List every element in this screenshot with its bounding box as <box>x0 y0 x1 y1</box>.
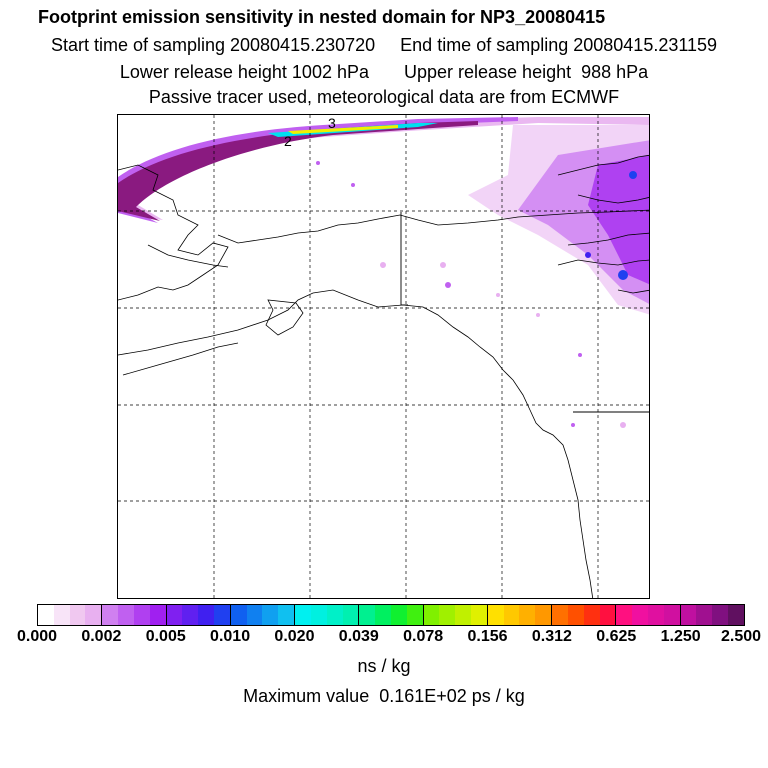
colorbar-color-swatch <box>149 605 166 625</box>
colorbar-color-swatch <box>471 605 487 625</box>
colorbar-segment <box>295 605 360 625</box>
colorbar-color-swatch <box>567 605 584 625</box>
colorbar-segment <box>616 605 681 625</box>
colorbar-color-swatch <box>406 605 423 625</box>
colorbar-color-swatch <box>53 605 70 625</box>
colorbar-color-swatch <box>632 605 649 625</box>
colorbar-tick-label: 0.010 <box>210 628 251 645</box>
map-canvas: 2 3 <box>118 115 649 598</box>
colorbar-color-swatch <box>599 605 616 625</box>
maximum-value: Maximum value 0.161E+02 ps / kg <box>243 686 525 706</box>
borders <box>400 212 649 413</box>
colorbar-color-swatch <box>310 605 327 625</box>
plot-title: Footprint emission sensitivity in nested… <box>38 7 606 27</box>
colorbar-color-swatch <box>648 605 664 625</box>
colorbar-segment <box>38 605 103 625</box>
colorbar-color-swatch <box>696 605 713 625</box>
colorbar-tick-label: 0.020 <box>274 628 315 645</box>
colorbar-segment <box>680 605 744 625</box>
colorbar-color-swatch <box>102 605 119 625</box>
contour-label-3: 3 <box>328 115 336 131</box>
colorbar-color-swatch <box>230 605 247 625</box>
colorbar-tick-label: 0.625 <box>596 628 637 645</box>
colorbar-color-swatch <box>133 605 150 625</box>
footprint-map: 2 3 <box>117 114 650 599</box>
colorbar-ticks: 0.000 0.002 0.005 0.010 0.020 0.039 0.078 0.156… <box>0 628 768 650</box>
colorbar-tick-label: 0.002 <box>81 628 122 645</box>
colorbar-color-swatch <box>69 605 86 625</box>
colorbar-segment <box>487 605 553 625</box>
colorbar-tick-label: 0.039 <box>338 628 379 645</box>
colorbar-tick-label: 0.000 <box>16 628 58 645</box>
colorbar-color-swatch <box>359 605 376 625</box>
colorbar-color-swatch <box>663 605 680 625</box>
colorbar-segment <box>359 605 424 625</box>
colorbar-tick-label: 0.312 <box>531 628 572 645</box>
colorbar-units: ns / kg <box>357 656 411 676</box>
colorbar-color-swatch <box>423 605 440 625</box>
colorbar-color-swatch <box>455 605 472 625</box>
colorbar-color-swatch <box>342 605 359 625</box>
colorbar-segment <box>102 605 167 625</box>
colorbar-color-swatch <box>246 605 263 625</box>
colorbar-color-swatch <box>118 605 134 625</box>
sensitivity-patches <box>316 125 649 428</box>
colorbar-color-swatch <box>278 605 295 625</box>
colorbar-tick-label: 0.156 <box>467 628 508 645</box>
colorbar-tick-label: 0.005 <box>145 628 186 645</box>
colorbar-color-swatch <box>728 605 744 625</box>
colorbar <box>37 604 745 626</box>
colorbar-color-swatch <box>390 605 407 625</box>
colorbar-segment <box>423 605 488 625</box>
colorbar-color-swatch <box>295 605 311 625</box>
colorbar-color-swatch <box>712 605 729 625</box>
colorbar-color-swatch <box>182 605 199 625</box>
colorbar-segment <box>166 605 231 625</box>
coastlines <box>118 154 649 598</box>
colorbar-color-swatch <box>680 605 697 625</box>
colorbar-color-swatch <box>213 605 230 625</box>
colorbar-color-swatch <box>583 605 600 625</box>
colorbar-color-swatch <box>262 605 279 625</box>
colorbar-color-swatch <box>375 605 391 625</box>
colorbar-tick-label: 2.500 <box>720 628 762 645</box>
colorbar-color-swatch <box>535 605 552 625</box>
plume-band <box>118 117 649 223</box>
sampling-times: Start time of sampling 20080415.230720 E… <box>50 35 718 55</box>
colorbar-color-swatch <box>503 605 520 625</box>
colorbar-tick-label: 1.250 <box>660 628 701 645</box>
colorbar-color-swatch <box>38 605 54 625</box>
tracer-info: Passive tracer used, meteorological data… <box>148 87 620 107</box>
colorbar-color-swatch <box>166 605 183 625</box>
colorbar-segment <box>230 605 296 625</box>
colorbar-color-swatch <box>198 605 214 625</box>
contour-label-2: 2 <box>284 133 292 149</box>
colorbar-color-swatch <box>326 605 343 625</box>
colorbar-color-swatch <box>519 605 536 625</box>
colorbar-tick-label: 0.078 <box>403 628 444 645</box>
graticule <box>118 115 649 598</box>
colorbar-color-swatch <box>552 605 568 625</box>
colorbar-segment <box>552 605 617 625</box>
colorbar-color-swatch <box>439 605 456 625</box>
release-heights: Lower release height 1002 hPa Upper rele… <box>119 62 649 82</box>
colorbar-color-swatch <box>487 605 504 625</box>
colorbar-color-swatch <box>616 605 633 625</box>
colorbar-color-swatch <box>85 605 102 625</box>
